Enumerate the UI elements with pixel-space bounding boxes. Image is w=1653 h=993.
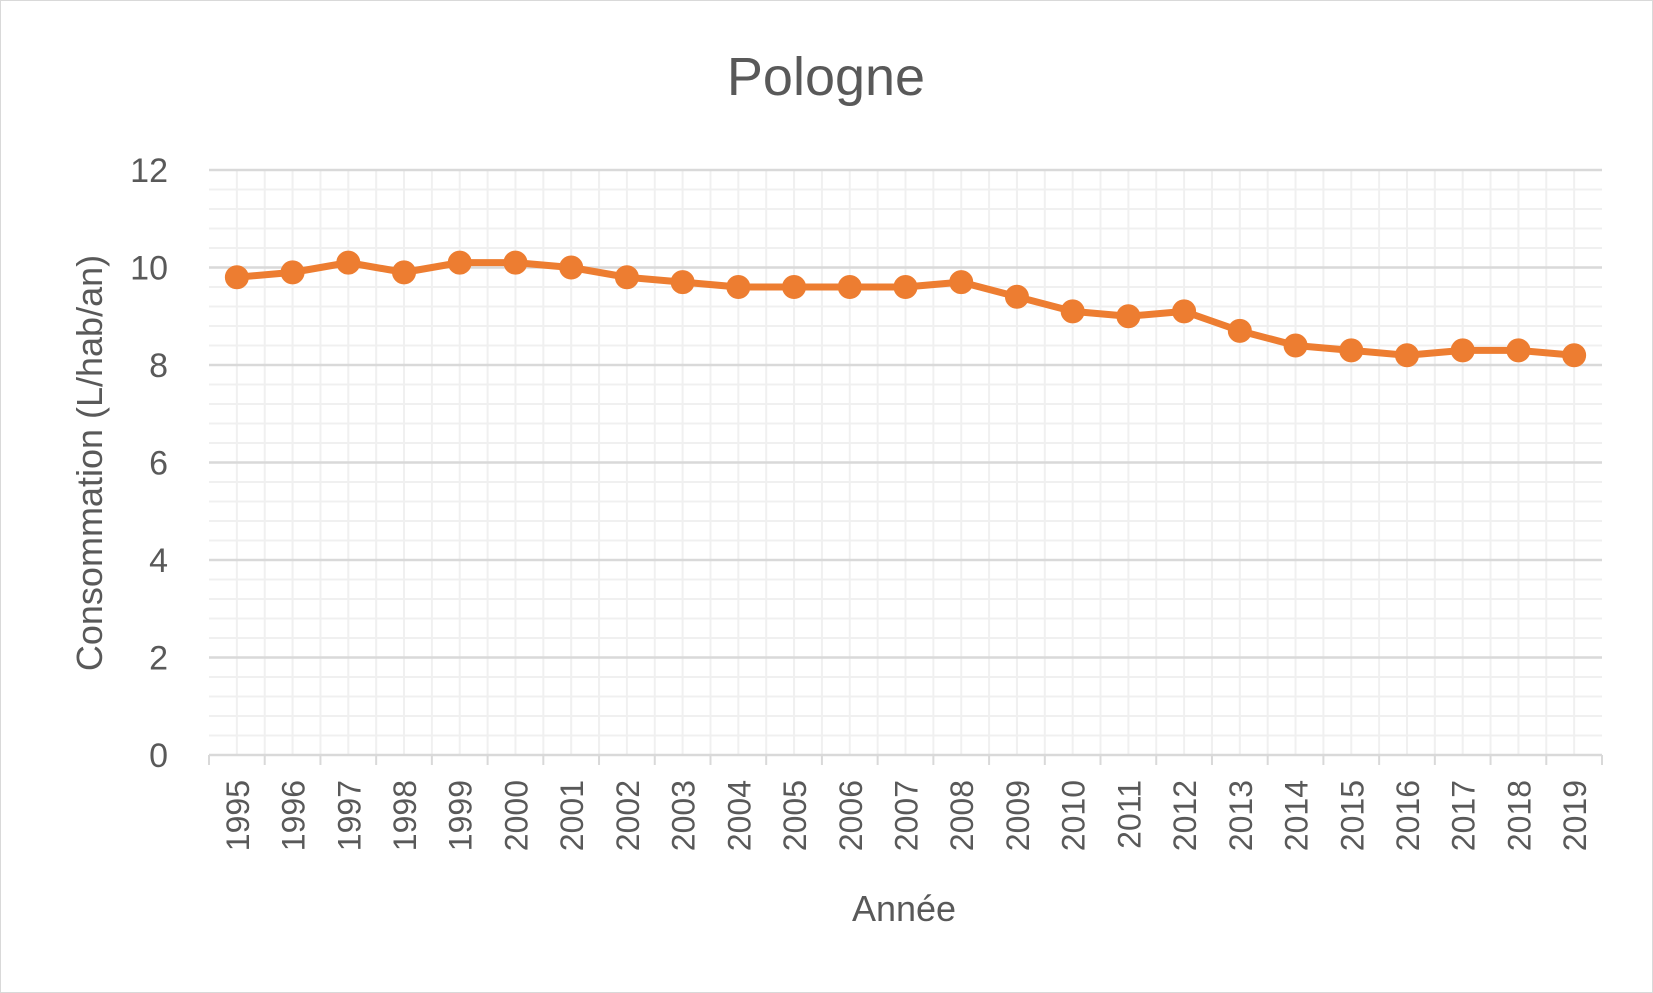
x-tick-label: 1996 xyxy=(276,780,312,851)
x-tick-label: 2017 xyxy=(1446,780,1482,851)
data-point xyxy=(392,260,417,285)
x-tick-label: 2014 xyxy=(1279,780,1315,851)
x-tick-label: 2005 xyxy=(777,780,813,851)
data-point xyxy=(280,260,305,285)
x-tick-label: 2015 xyxy=(1334,780,1370,851)
x-tick-label: 1999 xyxy=(443,780,479,851)
data-point xyxy=(1394,343,1419,368)
x-tick-label: 2008 xyxy=(944,780,980,851)
x-tick-label: 1998 xyxy=(387,780,423,851)
data-point xyxy=(1004,284,1029,309)
data-point xyxy=(726,275,751,299)
y-tick-label: 4 xyxy=(149,542,168,580)
data-point xyxy=(949,270,974,295)
y-tick-label: 6 xyxy=(149,445,168,483)
data-point xyxy=(1562,343,1587,368)
x-tick-label: 2004 xyxy=(721,780,757,851)
data-point xyxy=(1339,338,1364,363)
data-point xyxy=(559,255,584,280)
data-point xyxy=(1060,299,1085,324)
data-point xyxy=(503,250,528,275)
x-tick-label: 2011 xyxy=(1111,780,1147,849)
data-point xyxy=(1116,304,1141,329)
x-tick-label: 2000 xyxy=(498,780,534,851)
y-tick-label: 8 xyxy=(149,347,168,385)
series-group xyxy=(224,250,1587,368)
data-point xyxy=(1172,299,1197,324)
data-point xyxy=(670,270,695,295)
data-point xyxy=(1506,338,1531,363)
y-axis-tick-labels: 0 2 4 6 8 10 12 xyxy=(130,152,168,775)
x-tick-label: 2010 xyxy=(1056,780,1092,851)
x-tick-label: 2007 xyxy=(889,780,925,851)
data-point xyxy=(336,250,361,275)
x-tick-label: 2002 xyxy=(610,780,646,851)
y-tick-label: 12 xyxy=(130,152,168,190)
chart-title: Pologne xyxy=(727,47,925,107)
y-axis-title: Consommation (L/hab/an) xyxy=(69,255,110,671)
y-tick-label: 2 xyxy=(149,640,168,678)
x-tick-label: 2003 xyxy=(666,780,702,851)
data-point xyxy=(893,275,918,299)
data-point xyxy=(224,265,249,290)
major-gridlines xyxy=(209,168,1602,757)
data-point xyxy=(782,275,807,299)
x-tick-label: 2019 xyxy=(1557,780,1593,851)
x-axis-ticks xyxy=(208,755,1603,765)
data-point xyxy=(1283,333,1308,358)
data-point xyxy=(447,250,472,275)
y-tick-label: 0 xyxy=(149,737,168,775)
x-axis-title: Année xyxy=(852,888,956,929)
x-tick-label: 2009 xyxy=(1000,780,1036,851)
x-tick-label: 2013 xyxy=(1223,780,1259,851)
x-tick-label: 1997 xyxy=(331,780,367,851)
data-point xyxy=(1450,338,1475,363)
x-tick-label: 1995 xyxy=(220,780,256,851)
x-tick-label: 2016 xyxy=(1390,780,1426,851)
data-point xyxy=(1227,318,1252,343)
x-tick-label: 2012 xyxy=(1167,780,1203,851)
data-point xyxy=(837,275,862,299)
x-tick-label: 2006 xyxy=(833,780,869,851)
x-tick-label: 2018 xyxy=(1501,780,1537,851)
y-tick-label: 10 xyxy=(130,250,168,288)
x-axis-tick-labels: 1995 1996 1997 1998 1999 2000 2001 2002 2003 2004… xyxy=(220,780,1593,851)
data-point xyxy=(614,265,639,290)
x-tick-label: 2001 xyxy=(554,780,590,851)
